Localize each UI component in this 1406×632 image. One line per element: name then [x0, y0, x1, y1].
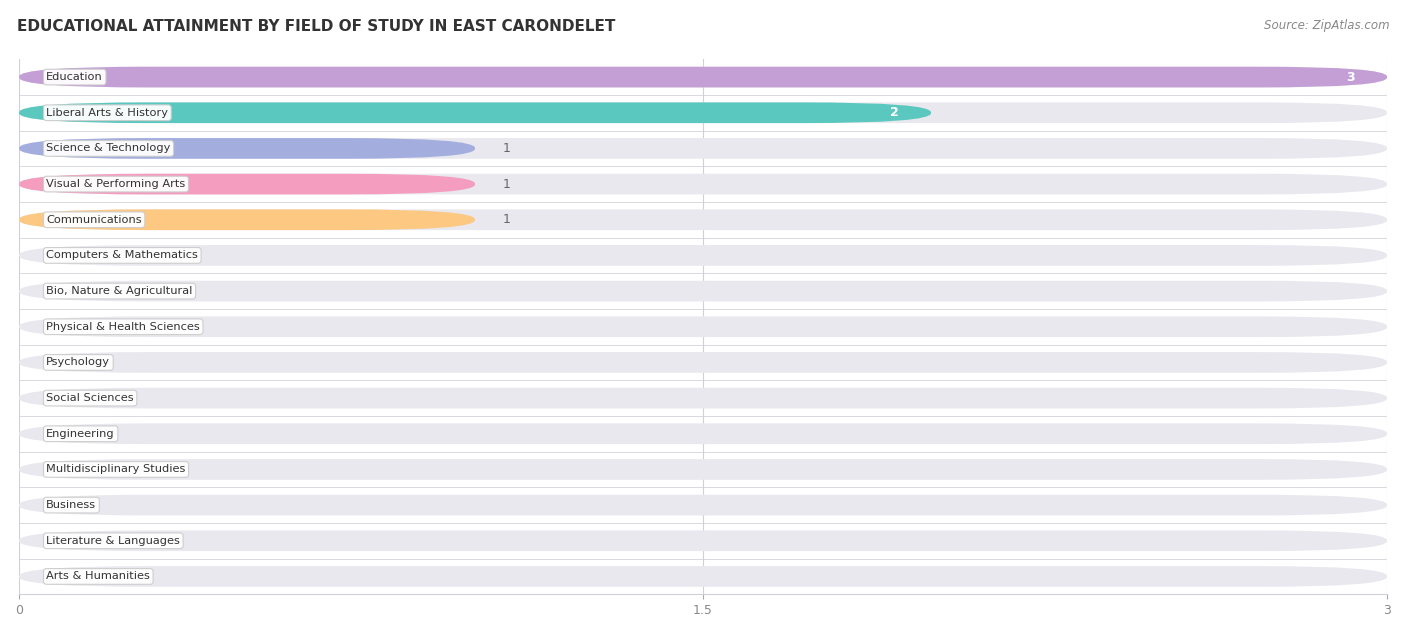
FancyBboxPatch shape — [20, 352, 1388, 373]
FancyBboxPatch shape — [20, 530, 1388, 551]
Text: 1: 1 — [502, 142, 510, 155]
Text: Literature & Languages: Literature & Languages — [46, 536, 180, 546]
FancyBboxPatch shape — [20, 102, 1388, 123]
FancyBboxPatch shape — [20, 209, 1388, 230]
Text: 0: 0 — [46, 427, 55, 441]
Text: 0: 0 — [46, 534, 55, 547]
Text: Business: Business — [46, 500, 97, 510]
Text: Psychology: Psychology — [46, 358, 110, 367]
Text: Bio, Nature & Agricultural: Bio, Nature & Agricultural — [46, 286, 193, 296]
Text: 3: 3 — [1347, 71, 1355, 83]
FancyBboxPatch shape — [20, 495, 1388, 516]
Text: Social Sciences: Social Sciences — [46, 393, 134, 403]
FancyBboxPatch shape — [20, 317, 1388, 337]
Text: 0: 0 — [46, 463, 55, 476]
FancyBboxPatch shape — [20, 245, 1388, 266]
Text: Source: ZipAtlas.com: Source: ZipAtlas.com — [1264, 19, 1389, 32]
Text: Multidisciplinary Studies: Multidisciplinary Studies — [46, 465, 186, 475]
FancyBboxPatch shape — [20, 459, 1388, 480]
Text: 0: 0 — [46, 570, 55, 583]
FancyBboxPatch shape — [20, 138, 475, 159]
Text: 0: 0 — [46, 499, 55, 512]
FancyBboxPatch shape — [20, 174, 1388, 195]
Text: EDUCATIONAL ATTAINMENT BY FIELD OF STUDY IN EAST CARONDELET: EDUCATIONAL ATTAINMENT BY FIELD OF STUDY… — [17, 19, 616, 34]
Text: Visual & Performing Arts: Visual & Performing Arts — [46, 179, 186, 189]
FancyBboxPatch shape — [20, 566, 1388, 586]
Text: 0: 0 — [46, 392, 55, 404]
Text: Education: Education — [46, 72, 103, 82]
FancyBboxPatch shape — [20, 423, 1388, 444]
Text: Liberal Arts & History: Liberal Arts & History — [46, 107, 169, 118]
Text: Communications: Communications — [46, 215, 142, 225]
Text: 1: 1 — [502, 213, 510, 226]
Text: 1: 1 — [502, 178, 510, 191]
FancyBboxPatch shape — [20, 67, 1388, 87]
Text: 0: 0 — [46, 356, 55, 369]
Text: Physical & Health Sciences: Physical & Health Sciences — [46, 322, 200, 332]
FancyBboxPatch shape — [20, 281, 1388, 301]
Text: 0: 0 — [46, 320, 55, 333]
Text: 0: 0 — [46, 284, 55, 298]
Text: Science & Technology: Science & Technology — [46, 143, 170, 154]
Text: 0: 0 — [46, 249, 55, 262]
Text: Computers & Mathematics: Computers & Mathematics — [46, 250, 198, 260]
FancyBboxPatch shape — [20, 102, 931, 123]
Text: Engineering: Engineering — [46, 428, 115, 439]
Text: 2: 2 — [890, 106, 898, 119]
FancyBboxPatch shape — [20, 67, 1388, 87]
FancyBboxPatch shape — [20, 174, 475, 195]
Text: Arts & Humanities: Arts & Humanities — [46, 571, 150, 581]
FancyBboxPatch shape — [20, 138, 1388, 159]
FancyBboxPatch shape — [20, 209, 475, 230]
FancyBboxPatch shape — [20, 388, 1388, 408]
